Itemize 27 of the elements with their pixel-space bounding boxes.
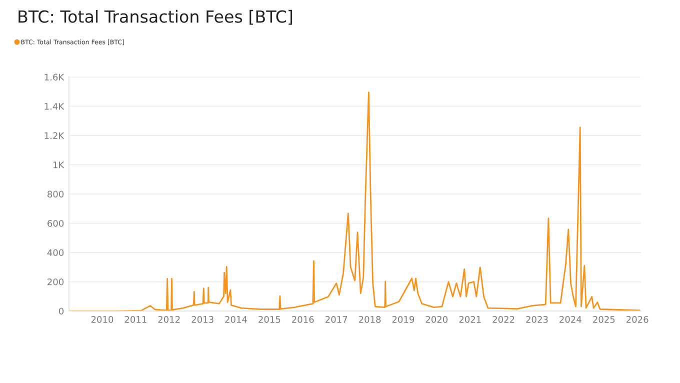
- y-tick-label: 1.6K: [44, 74, 64, 81]
- x-tick-label: 2017: [326, 316, 348, 323]
- x-tick-label: 2012: [158, 316, 180, 323]
- x-tick-label: 2016: [292, 316, 314, 323]
- x-tick-label: 2013: [192, 316, 214, 323]
- x-tick-label: 2025: [593, 316, 615, 323]
- x-tick-label: 2018: [358, 316, 381, 323]
- x-tick-label: 2022: [492, 316, 514, 323]
- x-tick-label: 2019: [392, 316, 414, 323]
- y-tick-label: 1.2K: [44, 132, 64, 139]
- y-tick-label: 400: [47, 249, 64, 256]
- x-tick-label: 2021: [459, 316, 481, 323]
- y-tick-label: 800: [48, 190, 64, 198]
- x-tick-label: 2026: [626, 316, 648, 323]
- y-tick-label: 200: [48, 278, 64, 286]
- x-tick-label: 2020: [426, 316, 448, 323]
- y-tick-label: 1K: [53, 162, 64, 168]
- x-tick-label: 2024: [560, 316, 582, 323]
- x-tick-label: 2015: [258, 316, 280, 323]
- x-tick-label: 2014: [225, 316, 247, 323]
- chart-title: BTC: Total Transaction Fees [BTC]: [18, 10, 292, 25]
- x-tick-label: 2023: [526, 316, 548, 323]
- x-tick-label: 2010: [91, 316, 114, 323]
- y-tick-label: 1.4K: [44, 103, 64, 110]
- y-tick-label: 0: [58, 308, 64, 315]
- y-tick-label: 600: [48, 220, 64, 227]
- x-tick-label: 2011: [124, 316, 146, 323]
